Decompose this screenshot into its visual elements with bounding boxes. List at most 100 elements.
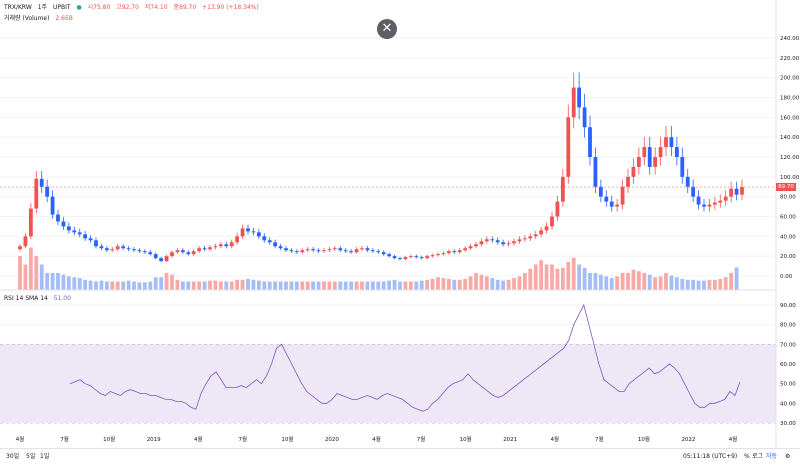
candle-body: [327, 249, 332, 251]
candle-body: [94, 240, 98, 247]
auto-toggle[interactable]: 자동: [766, 453, 778, 460]
price-tick-label: 0.00: [780, 274, 793, 280]
volume-bar: [278, 281, 283, 290]
volume-bar: [609, 278, 614, 290]
candle-body: [159, 258, 164, 262]
close-icon: ✕: [381, 21, 393, 36]
log-toggle[interactable]: 로그: [752, 453, 764, 460]
time-axis[interactable]: 4월 7월 10월 2019 4월 7월 10월 2020 4월 7월 10월 2021 4월 7월 10월…: [16, 435, 738, 443]
candle-body: [18, 246, 22, 250]
volume-label[interactable]: 거래량 (Volume): [4, 15, 50, 22]
volume-bar: [121, 281, 126, 290]
candle-body: [528, 236, 533, 239]
time-tick-label: 10월: [638, 435, 650, 443]
volume-bar: [457, 279, 462, 290]
candle-body: [403, 257, 408, 260]
candle-body: [50, 196, 55, 215]
legend-row: TRX/KRW 1주 UPBIT ● 시75.80 고92.70 저74.10 …: [4, 3, 263, 12]
volume-bar: [702, 280, 706, 290]
candle-body: [137, 250, 142, 252]
candle-body: [392, 256, 397, 259]
candle-body: [566, 117, 571, 177]
candle-body: [246, 228, 250, 232]
volume-bar: [83, 279, 88, 290]
range-30d-button[interactable]: 30일: [6, 453, 20, 460]
candle-body: [533, 234, 538, 237]
low-value: 저74.10: [144, 4, 168, 11]
candle-body: [218, 244, 223, 247]
settings-gear-icon[interactable]: ⚙: [785, 453, 791, 460]
close-button[interactable]: ✕: [377, 19, 397, 39]
volume-bar: [77, 278, 82, 290]
rsi-axis[interactable]: 90.00 80.00 70.00 60.00 50.00 40.00 30.00: [780, 303, 796, 427]
volume-bar: [159, 277, 164, 290]
time-tick-label: 7월: [595, 435, 604, 443]
volume-legend: 거래량 (Volume) 2.65B: [4, 14, 77, 23]
range-1d-button[interactable]: 1일: [40, 453, 50, 460]
volume-bar: [251, 279, 256, 290]
candle-body: [83, 234, 88, 239]
volume-bar: [425, 279, 430, 290]
candle-body: [647, 147, 652, 167]
price-axis[interactable]: 240.00 220.00 200.00 180.00 160.00 140.00 120.…: [780, 36, 800, 280]
symbol[interactable]: TRX/KRW: [4, 4, 32, 11]
volume-bar: [376, 281, 381, 290]
volume-bar: [191, 281, 196, 290]
candle-body: [164, 256, 169, 262]
candle-body: [267, 240, 272, 243]
volume-bars: [18, 247, 739, 290]
candle-body: [479, 241, 484, 245]
candle-body: [240, 228, 245, 237]
volume-bar: [126, 280, 131, 290]
volume-bar: [164, 273, 169, 290]
range-5d-button[interactable]: 5일: [26, 453, 36, 460]
volume-bar: [153, 277, 158, 290]
volume-bar: [446, 278, 451, 290]
time-tick-label: 4월: [729, 435, 738, 443]
volume-bar: [419, 280, 424, 290]
volume-bar: [604, 276, 609, 290]
candle-body: [300, 250, 305, 253]
rsi-label[interactable]: RSI 14 SMA 14: [4, 295, 48, 302]
candle-body: [674, 147, 679, 157]
candle-body: [197, 248, 202, 252]
volume-bar: [696, 280, 701, 290]
volume-bar: [343, 281, 348, 290]
candle-body: [577, 87, 582, 108]
interval[interactable]: 1주: [37, 4, 48, 11]
candle-body: [39, 178, 44, 187]
volume-bar: [99, 280, 104, 290]
volume-bar: [115, 281, 120, 290]
volume-bar: [598, 274, 603, 290]
candle-body: [110, 249, 115, 251]
percent-toggle[interactable]: %: [744, 453, 750, 460]
candle-body: [349, 251, 354, 253]
candle-body: [501, 242, 506, 245]
candle-body: [213, 246, 218, 248]
candle-body: [34, 178, 39, 209]
candle-body: [685, 176, 690, 187]
volume-bar: [23, 264, 28, 290]
volume-bar: [50, 273, 55, 290]
candle-body: [305, 249, 310, 251]
candle-body: [430, 255, 435, 257]
volume-bar: [104, 281, 109, 290]
candle-body: [235, 236, 240, 243]
volume-bar: [571, 257, 576, 290]
volume-bar: [387, 280, 392, 290]
candle-body: [658, 147, 663, 157]
volume-bar: [18, 256, 22, 290]
candle-body: [680, 157, 685, 177]
volume-bar: [142, 282, 147, 290]
candle-body: [642, 147, 647, 157]
candle-body: [620, 186, 625, 205]
candle-body: [99, 246, 104, 249]
volume-bar: [539, 260, 544, 290]
volume-bar: [653, 277, 658, 290]
candle-body: [588, 127, 592, 157]
price-tick-label: 100.00: [780, 175, 800, 181]
candle-body: [615, 204, 620, 207]
volume-bar: [289, 281, 294, 290]
candle-body: [229, 242, 234, 247]
